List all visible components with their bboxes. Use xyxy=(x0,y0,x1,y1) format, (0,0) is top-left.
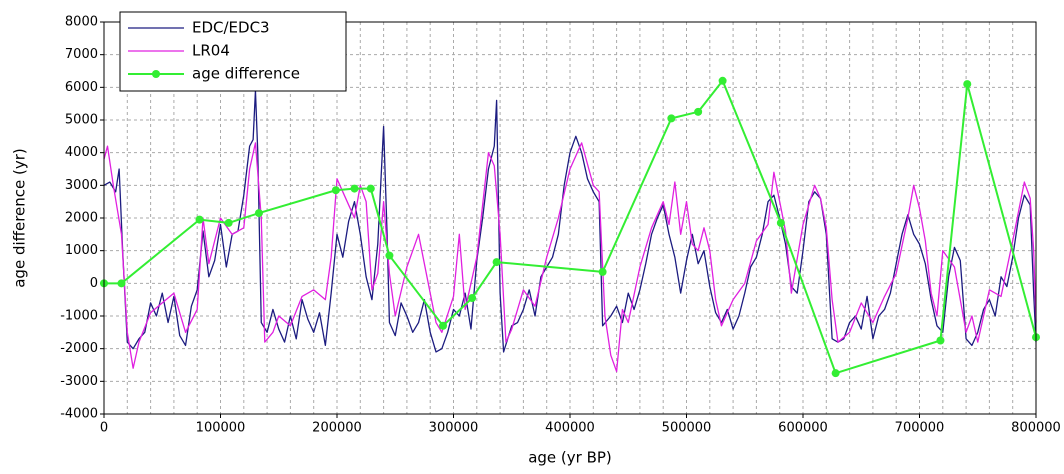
legend-label: EDC/EDC3 xyxy=(192,19,270,37)
point xyxy=(331,186,340,195)
y-tick-label: 5000 xyxy=(65,113,98,128)
point xyxy=(598,267,607,276)
x-tick-label: 700000 xyxy=(895,421,945,436)
y-tick-label: -2000 xyxy=(60,341,98,356)
y-tick-label: -1000 xyxy=(60,309,98,324)
y-tick-label: 6000 xyxy=(65,80,98,95)
x-tick-label: 600000 xyxy=(778,421,828,436)
point xyxy=(224,218,233,227)
point xyxy=(366,184,375,193)
point xyxy=(385,251,394,260)
point xyxy=(468,294,477,303)
point xyxy=(936,336,945,345)
y-tick-label: 4000 xyxy=(65,145,98,160)
series-line xyxy=(103,142,1037,373)
x-tick-label: 300000 xyxy=(429,421,479,436)
x-tick-label: 200000 xyxy=(312,421,362,436)
point xyxy=(254,209,263,218)
y-tick-label: -3000 xyxy=(60,374,98,389)
series-line xyxy=(103,89,1037,353)
y-tick-label: -4000 xyxy=(60,407,98,422)
point xyxy=(694,107,703,116)
x-tick-label: 500000 xyxy=(662,421,712,436)
x-tick-label: 0 xyxy=(100,421,108,436)
x-tick-label: 800000 xyxy=(1011,421,1061,436)
point xyxy=(831,369,840,378)
point xyxy=(776,218,785,227)
plot-frame xyxy=(103,21,1037,415)
y-tick-label: 7000 xyxy=(65,47,98,62)
y-tick-label: 1000 xyxy=(65,243,98,258)
y-tick-label: 0 xyxy=(90,276,98,291)
point xyxy=(963,80,972,89)
x-axis-label: age (yr BP) xyxy=(528,449,612,467)
point xyxy=(117,279,126,288)
point xyxy=(350,184,359,193)
x-tick-label: 400000 xyxy=(545,421,595,436)
y-tick-label: 3000 xyxy=(65,178,98,193)
y-tick-label: 8000 xyxy=(65,15,98,30)
y-axis-label: age difference (yr) xyxy=(11,148,29,288)
legend-label: age difference xyxy=(192,65,300,83)
y-tick-label: 2000 xyxy=(65,211,98,226)
point xyxy=(195,215,204,224)
legend-label: LR04 xyxy=(192,42,230,60)
point xyxy=(718,76,727,85)
point xyxy=(492,258,501,267)
point xyxy=(667,114,676,123)
point xyxy=(439,321,448,330)
legend-marker xyxy=(152,70,160,78)
x-tick-label: 100000 xyxy=(196,421,246,436)
